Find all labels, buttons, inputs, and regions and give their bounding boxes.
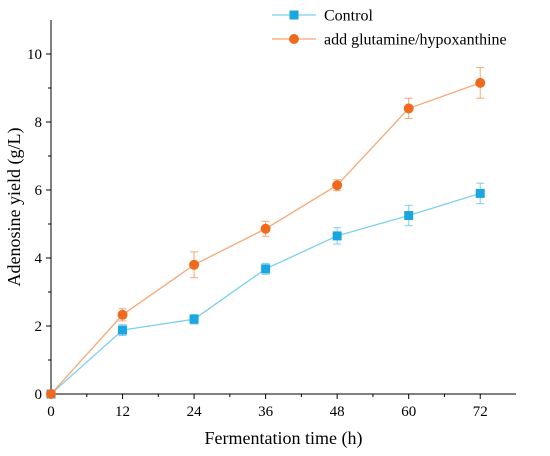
series-1	[46, 182, 485, 399]
data-point	[261, 264, 271, 274]
data-point	[403, 103, 414, 114]
data-point	[118, 325, 128, 335]
data-point	[475, 77, 486, 88]
legend-marker	[289, 34, 299, 44]
x-tick-label: 60	[401, 404, 416, 420]
data-point	[260, 223, 271, 234]
data-point	[332, 231, 342, 241]
x-axis-label: Fermentation time (h)	[205, 428, 363, 449]
series-2	[46, 67, 486, 399]
data-point	[189, 259, 200, 270]
x-tick-label: 36	[258, 404, 274, 420]
data-point	[404, 211, 414, 220]
data-point	[475, 188, 485, 198]
data-point	[189, 314, 199, 324]
y-tick-label: 6	[35, 183, 43, 199]
y-tick-label: 4	[35, 251, 43, 267]
y-tick-label: 8	[35, 115, 43, 131]
x-tick-label: 24	[187, 404, 203, 420]
data-point	[332, 180, 343, 191]
x-tick-label: 0	[47, 404, 55, 420]
y-tick-label: 10	[27, 47, 42, 63]
legend: Control add glutamine/hypoxanthine	[272, 8, 507, 49]
x-tick-label: 12	[115, 404, 130, 420]
x-tick-label: 48	[330, 404, 345, 420]
y-axis-label: Adenosine yield (g/L)	[4, 128, 25, 287]
legend-item-2: add glutamine/hypoxanthine	[272, 32, 507, 49]
data-point	[117, 309, 128, 320]
y-tick-label: 2	[35, 319, 43, 335]
legend-label: Control	[324, 8, 373, 25]
x-tick-label: 72	[473, 404, 488, 420]
legend-label: add glutamine/hypoxanthine	[324, 32, 507, 49]
data-point	[46, 389, 56, 399]
y-tick-label: 0	[35, 387, 43, 403]
legend-item-1: Control	[272, 8, 373, 25]
legend-marker	[289, 10, 299, 20]
series-line	[50, 82, 481, 395]
axes	[50, 20, 516, 395]
series-layer	[46, 67, 486, 399]
